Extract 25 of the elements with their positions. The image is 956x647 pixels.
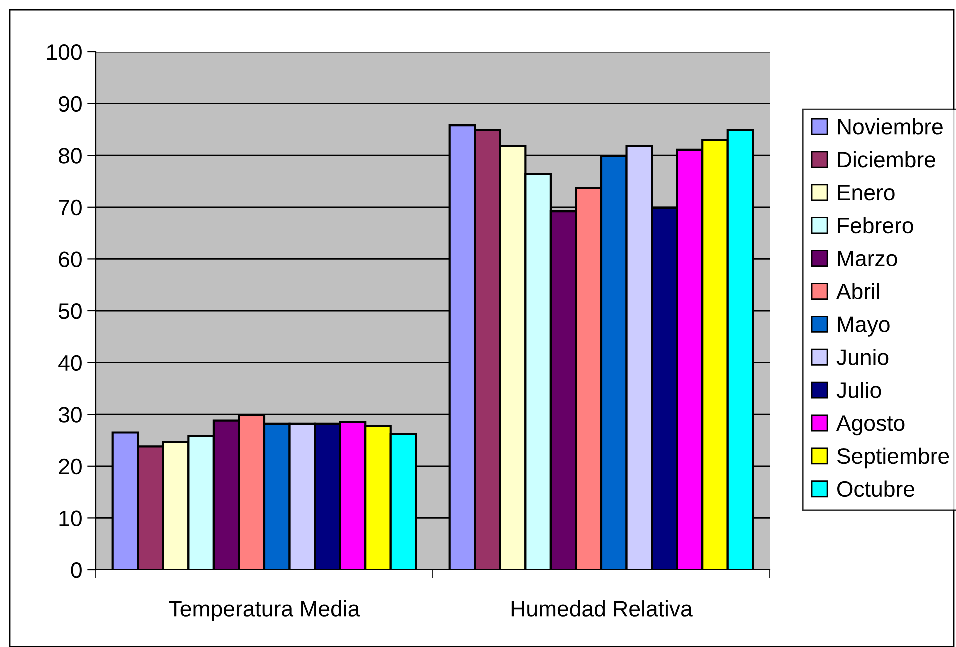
legend-label: Julio xyxy=(836,382,882,398)
y-tick-label: 10 xyxy=(60,510,82,526)
y-tick-label: 40 xyxy=(58,355,82,372)
legend-label: Octubre xyxy=(837,480,915,498)
y-tick-label: 0 xyxy=(71,562,82,578)
legend-label: Junio xyxy=(836,349,889,366)
legend-label: Febrero xyxy=(838,217,914,234)
y-tick-label: 20 xyxy=(59,458,82,475)
legend-label: Agosto xyxy=(836,416,905,436)
legend-label: Noviembre xyxy=(838,118,943,135)
y-tick-label: 70 xyxy=(59,200,82,216)
y-tick-label: 30 xyxy=(58,407,82,423)
x-tick-label: Temperatura Media xyxy=(169,600,360,622)
y-tick-label: 90 xyxy=(59,96,82,112)
y-tick-label: 80 xyxy=(59,148,82,164)
y-tick-label: 100 xyxy=(47,44,82,60)
y-tick-label: 60 xyxy=(59,252,82,268)
legend-label: Marzo xyxy=(838,251,898,267)
legend-label: Diciembre xyxy=(838,151,936,168)
legend-label: Septiembre xyxy=(837,448,950,469)
legend-label: Abril xyxy=(836,283,880,300)
y-tick-label: 50 xyxy=(58,304,82,320)
legend-label: Mayo xyxy=(838,316,890,337)
legend-label: Enero xyxy=(838,185,895,201)
x-tick-label: Humedad Relativa xyxy=(512,600,693,617)
